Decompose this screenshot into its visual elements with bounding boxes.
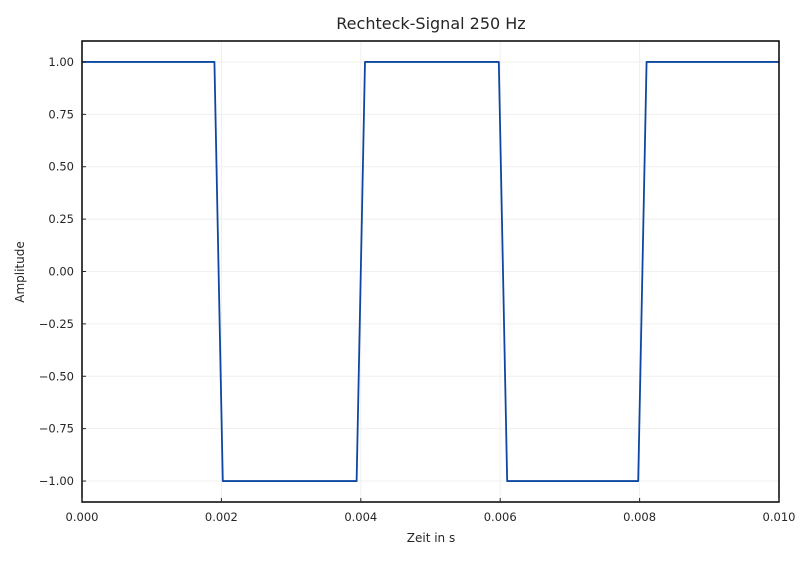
y-tick-label: 0.00 — [48, 265, 74, 279]
y-tick-label: 0.25 — [48, 212, 74, 226]
y-tick-label: −0.25 — [39, 317, 74, 331]
y-tick-label: −1.00 — [39, 474, 74, 488]
y-axis-label: Amplitude — [13, 241, 27, 303]
x-tick-label: 0.000 — [66, 510, 99, 524]
chart-title: Rechteck-Signal 250 Hz — [336, 14, 525, 33]
y-tick-label: 1.00 — [48, 55, 74, 69]
y-tick-label: −0.50 — [39, 369, 74, 383]
x-axis-label: Zeit in s — [407, 531, 455, 545]
x-tick-label: 0.008 — [623, 510, 656, 524]
x-tick-label: 0.004 — [344, 510, 377, 524]
y-tick-label: −0.75 — [39, 422, 74, 436]
y-tick-label: 0.50 — [48, 160, 74, 174]
x-tick-label: 0.002 — [205, 510, 238, 524]
series-layer — [82, 61, 779, 482]
tick-layer: 0.000 0.002 0.004 0.006 0.008 0.010 1.00 0.75 0.… — [39, 55, 796, 524]
square-wave-series-line — [82, 61, 779, 482]
x-tick-label: 0.006 — [484, 510, 517, 524]
x-tick-label: 0.010 — [763, 510, 796, 524]
y-tick-label: 0.75 — [48, 107, 74, 121]
grid-lines — [81, 41, 780, 502]
